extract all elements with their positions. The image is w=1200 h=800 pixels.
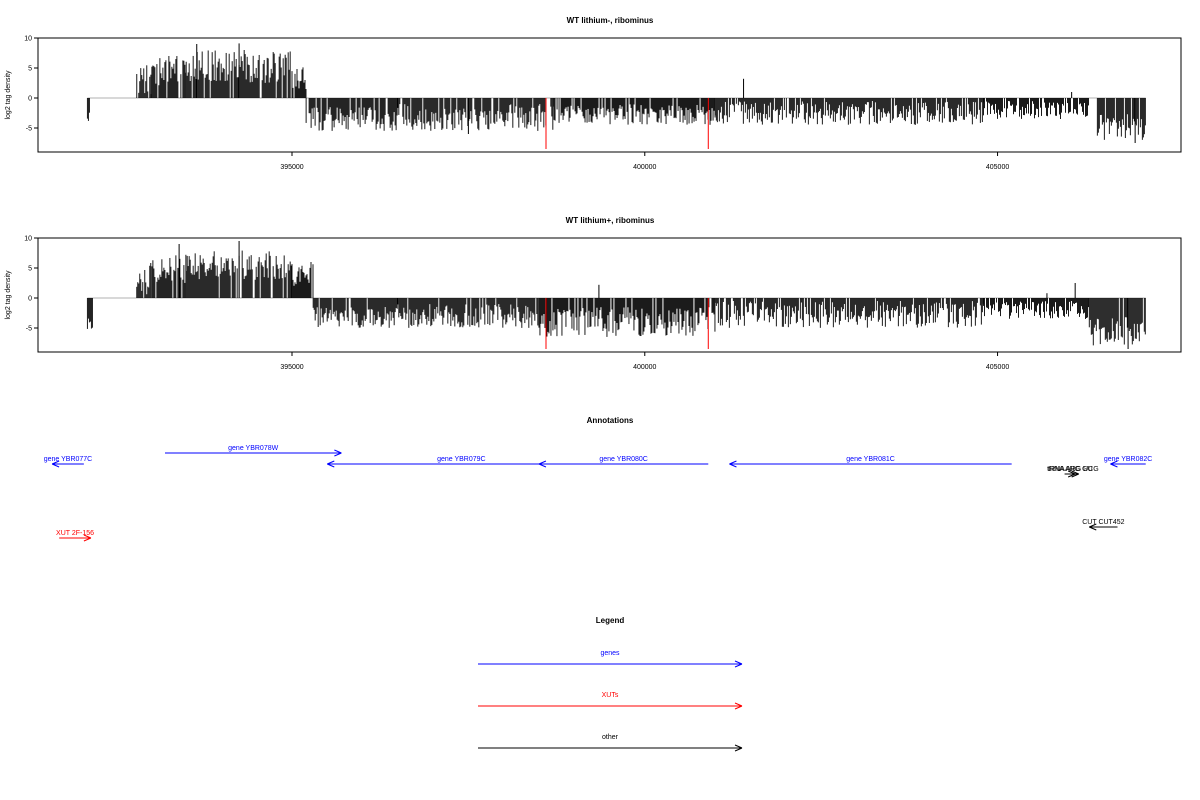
feature-arrowhead [729, 463, 737, 468]
y-tick-label: 0 [28, 296, 32, 303]
y-tick-label: 10 [24, 236, 32, 243]
feature-arrowhead [51, 460, 60, 465]
y-tick-label: -5 [26, 126, 32, 133]
panel-lithium-minus: WT lithium-, ribominus log2 tag density … [5, 16, 1182, 172]
feature-arrowhead [1071, 470, 1079, 475]
feature-arrowhead [83, 537, 92, 542]
annotation-features: gene YBR077C gene YBR078W gene YBR079C gene… [44, 445, 1153, 542]
feature-label: gene YBR080C [599, 456, 648, 463]
panel2-axes: -5 0 5 10 395000 400000 405000 [24, 236, 1009, 372]
feature-arrowhead [83, 534, 92, 539]
legend-label: XUTs [602, 692, 619, 699]
x-tick-label: 400000 [633, 364, 656, 371]
x-tick-label: 405000 [986, 164, 1009, 171]
panel2-signal [86, 241, 1146, 349]
legend-arrowhead [734, 663, 743, 668]
legend-arrowhead [734, 660, 743, 665]
legend-arrowhead [734, 747, 743, 752]
legend-label: genes [600, 650, 620, 657]
y-tick-label: 5 [28, 66, 32, 73]
feature-arrowhead [1110, 460, 1118, 465]
feature-arrowhead [327, 463, 335, 468]
panel1-signal [86, 43, 1146, 149]
feature-arrowhead [729, 460, 737, 465]
feature-arrowhead [1089, 523, 1097, 528]
panel-lithium-plus: WT lithium+, ribominus log2 tag density … [5, 216, 1182, 372]
panel1-axes: -5 0 5 10 395000 400000 405000 [24, 36, 1009, 172]
panel1-frame [37, 37, 1182, 153]
feature-label: CUT CUT452 [1082, 519, 1124, 526]
x-tick-label: 400000 [633, 164, 656, 171]
feature-arrowhead [334, 449, 342, 454]
annotations-title: Annotations [587, 416, 634, 425]
panel2-title: WT lithium+, ribominus [566, 216, 655, 225]
x-tick-label: 405000 [986, 364, 1009, 371]
legend-label: other [602, 734, 619, 741]
legend-panel: Legend genes XUTs other [478, 616, 743, 752]
feature-label: gene YBR081C [846, 456, 895, 463]
feature-label: XUT 2F-156 [56, 530, 94, 537]
feature-arrowhead [538, 460, 547, 465]
feature-arrowhead [1089, 526, 1097, 531]
feature-label: tRNA ARG UCG [1048, 466, 1099, 473]
y-tick-label: -5 [26, 326, 32, 333]
feature-label: gene YBR077C [44, 456, 93, 463]
legend-arrowhead [734, 705, 743, 710]
feature-arrowhead [1110, 463, 1118, 468]
feature-label: gene YBR078W [228, 445, 278, 452]
legend-items: genes XUTs other [478, 650, 743, 752]
feature-label: gene YBR079C [437, 456, 486, 463]
feature-label: tRNA ARG GU [1047, 466, 1093, 473]
panel1-ylabel: log2 tag density [5, 70, 12, 120]
feature-arrowhead [538, 463, 547, 468]
x-tick-label: 395000 [280, 364, 303, 371]
feature-arrowhead [51, 463, 60, 468]
legend-title: Legend [596, 616, 625, 625]
y-tick-label: 0 [28, 96, 32, 103]
panel2-frame [37, 237, 1182, 353]
feature-arrowhead [334, 452, 342, 457]
panel1-title: WT lithium-, ribominus [567, 16, 654, 25]
feature-label: gene YBR082C [1104, 456, 1153, 463]
x-tick-label: 395000 [280, 164, 303, 171]
legend-arrowhead [734, 744, 743, 749]
y-tick-label: 10 [24, 36, 32, 43]
feature-arrowhead [1071, 473, 1079, 478]
panel2-ylabel: log2 tag density [5, 270, 12, 320]
y-tick-label: 5 [28, 266, 32, 273]
legend-arrowhead [734, 702, 743, 707]
feature-arrowhead [327, 460, 335, 465]
